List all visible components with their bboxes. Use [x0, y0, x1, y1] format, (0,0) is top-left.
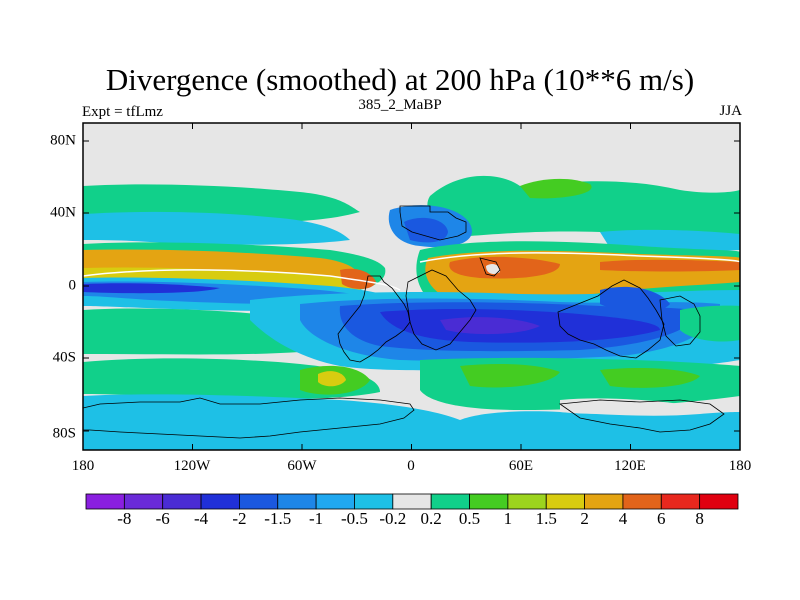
colorbar-box: [507, 493, 547, 510]
experiment-label: Expt = tfLmz: [82, 104, 163, 120]
contour-s-eastgreen: [680, 305, 740, 342]
colorbar-level-label: 1.5: [535, 509, 557, 528]
colorbar-box: [315, 493, 355, 510]
colorbar-box: [622, 493, 662, 510]
contour-sm-lime2: [460, 364, 560, 388]
colorbar-level-label: -2: [232, 509, 247, 528]
contour-tropic-white: [486, 264, 500, 274]
colorbar-box: [699, 493, 739, 510]
colorbar-level-label: -0.5: [341, 509, 368, 528]
run-label: 385_2_MaBP: [358, 97, 442, 113]
colorbar-box: [430, 493, 470, 510]
colorbar-level-label: 8: [695, 509, 704, 528]
divergence-field: [83, 123, 740, 450]
colorbar-box: [123, 493, 164, 510]
axis-ticks: [83, 123, 740, 450]
colorbar-level-label: -1: [309, 509, 324, 528]
contour-eq-dblue: [83, 283, 220, 294]
lat-label-80s: 80S: [52, 425, 76, 442]
plot-title: Divergence (smoothed) at 200 hPa (10**6 …: [105, 62, 695, 97]
contour-s-dblue2: [600, 286, 670, 313]
contour-sh-cyan2: [120, 397, 200, 411]
contour-tropic-red-e2: [600, 259, 740, 272]
colorbar-level-label: 4: [618, 509, 628, 528]
colorbar-box: [277, 493, 317, 510]
colorbar-box: [660, 493, 701, 510]
colorbar-box: [354, 493, 394, 510]
coastlines: [82, 205, 725, 439]
contour-sh-cyan: [83, 394, 740, 450]
contour-s-violet: [440, 317, 540, 335]
lon-label-60w: 60W: [287, 458, 317, 474]
colorbar-box: [239, 493, 279, 510]
contour-tropic-red-e: [449, 256, 560, 279]
contour-sh-gray: [560, 398, 680, 414]
lat-label-0: 0: [68, 277, 77, 294]
colorbar-level-label: -6: [155, 509, 170, 528]
colorbar: [85, 493, 739, 510]
colorbar-level-label: -1.5: [264, 509, 292, 528]
colorbar-level-label: -0.2: [379, 509, 407, 528]
lon-label-120w: 120W: [173, 458, 211, 474]
contour-n-green2: [427, 175, 740, 236]
lon-label-0: 0: [407, 458, 415, 474]
contour-sm-yellow: [318, 371, 346, 387]
contour-n-blue2: [404, 217, 448, 243]
lon-label-180w: 180: [71, 458, 95, 474]
colorbar-level-label: 0.5: [458, 509, 481, 528]
contour-n-green3: [520, 178, 592, 199]
zero-contours: [83, 252, 740, 291]
lon-label-60e: 60E: [508, 458, 534, 474]
contour-sm-lime3: [600, 368, 700, 388]
colorbar-box: [162, 493, 202, 510]
colorbar-box: [85, 493, 125, 510]
contour-n-cyan2: [600, 229, 740, 251]
lat-label-40n: 40N: [50, 204, 76, 221]
lat-label-40s: 40S: [52, 349, 76, 366]
colorbar-box: [392, 493, 432, 510]
colorbar-box: [584, 493, 624, 510]
colorbar-level-label: 1: [503, 509, 513, 528]
colorbar-level-label: -8: [117, 509, 132, 528]
lat-label-80n: 80N: [50, 132, 76, 149]
colorbar-level-label: 2: [580, 509, 589, 528]
lon-label-120e: 120E: [614, 458, 646, 474]
colorbar-box: [200, 493, 240, 510]
contour-tropic-red-w: [340, 268, 376, 289]
colorbar-level-label: 0.2: [420, 509, 442, 528]
colorbar-box: [469, 493, 509, 510]
colorbar-level-label: -4: [193, 509, 209, 528]
lon-label-180e: 180: [728, 458, 752, 474]
contour-n-cyan: [83, 211, 350, 245]
season-label: JJA: [719, 103, 742, 119]
colorbar-level-label: 6: [657, 509, 666, 528]
colorbar-box: [545, 493, 585, 510]
